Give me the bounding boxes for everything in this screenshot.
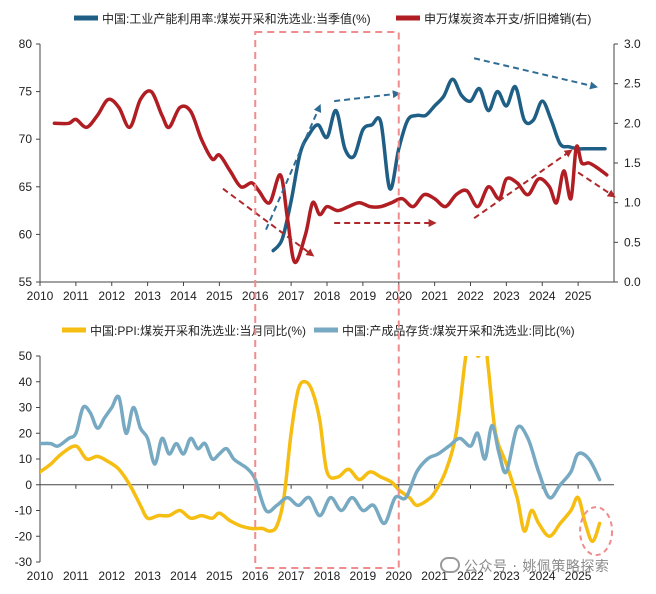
- x-tick-label: 2017: [278, 569, 305, 583]
- y-tick-label: 0: [25, 478, 32, 492]
- y2-tick-label: 0.5: [624, 235, 641, 249]
- y2-tick-label: 1.5: [624, 156, 641, 170]
- x-tick-label: 2025: [565, 569, 592, 583]
- x-tick-label: 2020: [385, 569, 412, 583]
- series-line-bottom-0: [40, 356, 602, 544]
- y-tick-label: 55: [19, 275, 33, 289]
- y-tick-label: 70: [19, 132, 33, 146]
- x-tick-label: 2018: [314, 289, 341, 303]
- x-tick-label: 2019: [350, 569, 377, 583]
- y2-tick-label: 2.5: [624, 77, 641, 91]
- series-top-0: [271, 77, 607, 253]
- x-tick-label: 2012: [98, 569, 125, 583]
- x-tick-label: 2015: [206, 289, 233, 303]
- x-tick-label: 2013: [134, 289, 161, 303]
- bottom-plot: -30 -20 -10 0 10 20 30 40 50 2010 2011 2012 2013 2014…: [15, 349, 614, 583]
- wechat-logo-icon: [440, 557, 460, 573]
- top-plot: 55 60 65 70 75 80 0.0 0.5 1.0 1.5 2.0 2.5 3.0 2010 201…: [19, 37, 641, 303]
- highlight-period-box: [254, 31, 400, 569]
- y-tick-label: 50: [19, 349, 33, 363]
- y2-tick-label: 1.0: [624, 196, 641, 210]
- watermark: 公众号 · 姚佩策略探索: [440, 556, 609, 576]
- y-tick-label: 20: [19, 426, 33, 440]
- x-tick-label: 2021: [421, 289, 448, 303]
- x-tick-label: 2013: [134, 569, 161, 583]
- x-tick-label: 2014: [170, 569, 197, 583]
- highlight-overlay: [254, 31, 400, 569]
- trend-arrow-blue: [265, 104, 322, 231]
- watermark-text: 公众号 · 姚佩策略探索: [464, 559, 610, 575]
- y2-tick-label: 0.0: [624, 275, 641, 289]
- legend-label-inventory: 中国:产成品存货:煤炭开采和洗选业:同比(%): [342, 323, 575, 338]
- series-top-1: [52, 89, 609, 264]
- top-legend: 中国:工业产能利用率:煤炭开采和洗选业:当季值(%) 申万煤炭资本开支/折旧摊销…: [74, 11, 591, 26]
- series-line-top-0: [271, 77, 607, 253]
- x-tick-label: 2017: [278, 289, 305, 303]
- y-tick-label: 60: [19, 227, 33, 241]
- trend-arrow-red: [577, 171, 616, 198]
- x-tick-label: 2022: [457, 289, 484, 303]
- x-tick-label: 2025: [565, 289, 592, 303]
- x-tick-label: 2018: [314, 569, 341, 583]
- y-tick-label: 30: [19, 401, 33, 415]
- legend-label-capacity: 中国:工业产能利用率:煤炭开采和洗选业:当季值(%): [102, 11, 371, 26]
- x-tick-label: 2022: [457, 569, 484, 583]
- x-tick-label: 2019: [350, 289, 377, 303]
- x-tick-label: 2014: [170, 289, 197, 303]
- y-tick-label: -20: [15, 529, 33, 543]
- x-tick-label: 2020: [385, 289, 412, 303]
- trend-arrow-blue: [334, 90, 401, 103]
- series-line-top-1: [52, 89, 609, 264]
- x-tick-label: 2023: [493, 569, 520, 583]
- x-tick-label: 2011: [63, 569, 89, 583]
- x-tick-label: 2010: [27, 289, 54, 303]
- trend-arrow-red: [222, 187, 315, 257]
- trend-arrow-blue: [473, 57, 599, 90]
- series-line-bottom-1: [40, 394, 602, 526]
- y-tick-label: -30: [15, 555, 33, 569]
- y-tick-label: 80: [19, 37, 33, 51]
- y2-tick-label: 3.0: [624, 37, 641, 51]
- x-tick-label: 2024: [529, 569, 556, 583]
- x-tick-label: 2010: [27, 569, 54, 583]
- y-tick-label: -10: [15, 504, 33, 518]
- x-tick-label: 2024: [529, 289, 556, 303]
- y-tick-label: 40: [19, 375, 33, 389]
- x-tick-label: 2023: [493, 289, 520, 303]
- x-tick-label: 2015: [206, 569, 233, 583]
- y-tick-label: 75: [19, 85, 33, 99]
- y2-tick-label: 2.0: [624, 116, 641, 130]
- x-tick-label: 2011: [63, 289, 89, 303]
- highlight-circle: [579, 506, 614, 557]
- series-bottom-0: [40, 356, 602, 544]
- x-tick-label: 2012: [98, 289, 125, 303]
- bottom-legend: 中国:PPI:煤炭开采和洗选业:当月同比(%) 中国:产成品存货:煤炭开采和洗选…: [62, 323, 575, 338]
- x-tick-label: 2021: [421, 569, 448, 583]
- legend-label-capex: 申万煤炭资本开支/折旧摊销(右): [424, 11, 591, 26]
- y-tick-label: 65: [19, 180, 33, 194]
- series-bottom-1: [40, 394, 602, 526]
- y-tick-label: 10: [19, 452, 33, 466]
- x-tick-label: 2016: [242, 569, 269, 583]
- legend-label-ppi: 中国:PPI:煤炭开采和洗选业:当月同比(%): [90, 323, 306, 338]
